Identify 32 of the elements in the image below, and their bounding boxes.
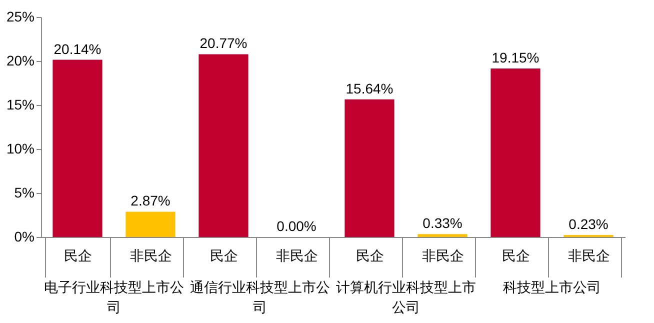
data-label: 15.64% [346, 80, 394, 96]
y-tick-label: 5% [14, 184, 34, 200]
bar [418, 234, 468, 237]
x-tick-label: 非民企 [130, 248, 172, 264]
bar [490, 68, 540, 237]
bar [198, 54, 248, 237]
bar [52, 60, 102, 237]
text: 科技型上市公司 [503, 279, 601, 295]
text: 通信行业科技型上市公司 [190, 279, 330, 315]
data-label: 19.15% [492, 49, 540, 66]
data-label: 20.14% [54, 40, 102, 57]
x-tick-label: 民企 [210, 248, 238, 264]
y-tick-label: 25% [6, 8, 34, 24]
y-tick-label: 20% [6, 52, 34, 68]
x-tick-label: 民企 [356, 248, 384, 264]
x-tick-label: 非民企 [422, 248, 464, 264]
y-tick-label: 0% [14, 228, 34, 244]
data-label: 0.23% [568, 216, 608, 232]
text: 电子行业科技型上市公司 [44, 279, 184, 315]
data-label: 0.00% [276, 218, 316, 234]
x-tick-label: 非民企 [568, 248, 610, 264]
x-tick-label: 民企 [64, 248, 92, 264]
y-tick-label: 10% [6, 140, 34, 156]
data-label: 20.77% [200, 35, 248, 52]
data-label: 0.33% [422, 215, 462, 232]
x-tick-label: 非民企 [276, 248, 318, 264]
bar [344, 99, 394, 237]
x-tick-label: 民企 [502, 248, 530, 264]
y-tick-label: 15% [6, 96, 34, 112]
text: 计算机行业科技型上市公司 [336, 279, 476, 315]
data-label: 2.87% [130, 192, 170, 209]
bar [126, 212, 176, 237]
